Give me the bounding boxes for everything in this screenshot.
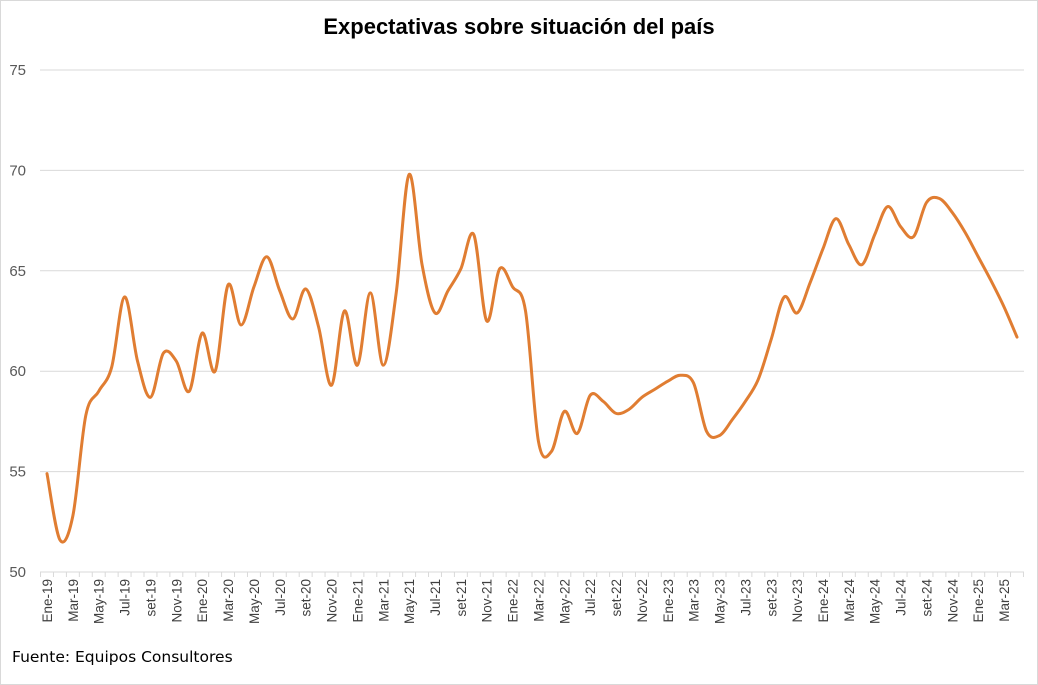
x-tick-label: Ene-22 [506, 579, 521, 623]
x-tick-label: Jul-19 [118, 579, 133, 616]
y-axis-ticks: 50 55 60 65 70 75 [9, 62, 26, 581]
x-tick-label: May-23 [713, 579, 728, 624]
x-tick-label: Jul-21 [428, 579, 443, 616]
x-axis: Ene-19 Mar-19 May-19 Jul-19 set-19 Nov-19 Ene-… [40, 571, 1024, 625]
x-tick-label: Mar-23 [687, 579, 702, 622]
x-tick-label: May-22 [557, 579, 572, 624]
x-tick-label: Mar-19 [66, 579, 81, 622]
x-tick-label: May-19 [92, 579, 107, 624]
source-note: Fuente: Equipos Consultores [12, 648, 233, 666]
x-tick-label: Nov-19 [169, 579, 184, 623]
x-tick-label: set-23 [764, 579, 779, 617]
x-tick-label: Nov-22 [635, 579, 650, 623]
x-tick-label: set-19 [143, 579, 158, 617]
x-tick-label: May-24 [868, 579, 883, 625]
x-tick-label: Ene-24 [816, 579, 831, 623]
y-tick-label: 50 [9, 564, 26, 581]
x-tick-label: set-21 [454, 579, 469, 617]
x-tick-label: Ene-20 [195, 579, 210, 623]
series-lines [45, 172, 1019, 544]
x-tick-label: Mar-24 [842, 579, 857, 622]
x-tick-label: Mar-21 [376, 579, 391, 622]
x-tick-label: Jul-23 [738, 579, 753, 616]
x-tick-label: Mar-25 [997, 579, 1012, 622]
y-tick-label: 75 [9, 62, 26, 79]
x-tick-label: Ene-25 [971, 579, 986, 623]
gridlines [40, 69, 1024, 473]
x-tick-label: Nov-23 [790, 579, 805, 623]
y-tick-label: 60 [9, 363, 26, 380]
x-tick-label: Mar-20 [221, 579, 236, 622]
x-tick-label: May-20 [247, 579, 262, 624]
x-tick-label: May-21 [402, 579, 417, 624]
x-tick-label: Jul-20 [273, 579, 288, 616]
x-tick-label: set-22 [609, 579, 624, 617]
chart-title: Expectativas sobre situación del país [323, 14, 715, 39]
y-tick-label: 70 [9, 162, 26, 179]
x-tick-label: Nov-21 [480, 579, 495, 623]
y-tick-label: 55 [9, 464, 26, 481]
x-tick-label: Nov-24 [945, 579, 960, 623]
x-tick-label: Ene-19 [40, 579, 55, 623]
x-tick-label: Nov-20 [325, 579, 340, 623]
x-tick-label: Mar-22 [531, 579, 546, 622]
x-tick-label: set-24 [919, 579, 934, 617]
x-tick-label: Jul-22 [583, 579, 598, 616]
x-tick-label: Ene-23 [661, 579, 676, 623]
x-tick-label: Jul-24 [894, 579, 909, 616]
x-tick-label: Ene-21 [350, 579, 365, 623]
y-tick-label: 65 [9, 263, 26, 280]
x-tick-label: set-20 [299, 579, 314, 617]
series-line [45, 172, 1019, 544]
